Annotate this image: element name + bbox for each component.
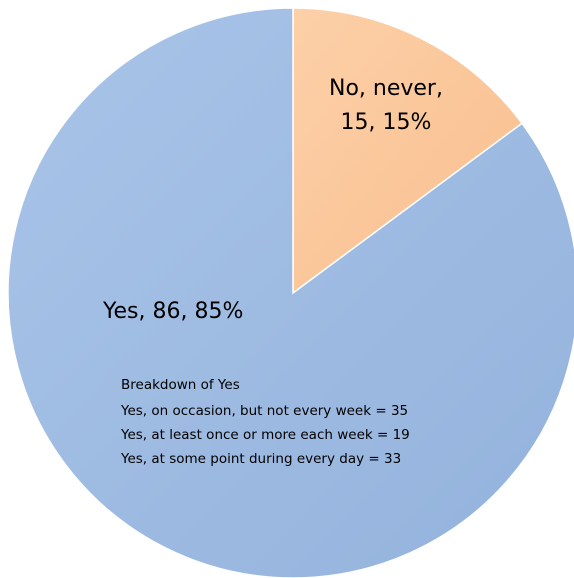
slice-label-no-line2: 15, 15% bbox=[341, 110, 432, 135]
pie-slices bbox=[7, 7, 574, 578]
slice-label-no-line1: No, never, bbox=[329, 76, 443, 101]
annotation-breakdown: Breakdown of Yes Yes, on occasion, but n… bbox=[120, 377, 410, 467]
pie-slice-no-never bbox=[292, 7, 524, 295]
annotation-title: Breakdown of Yes bbox=[121, 377, 240, 393]
pie-slice-yes bbox=[7, 7, 574, 578]
annotation-line: Yes, at least once or more each week = 1… bbox=[120, 427, 410, 443]
slice-label-yes: Yes, 86, 85% bbox=[102, 299, 243, 324]
annotation-line: Yes, on occasion, but not every week = 3… bbox=[120, 403, 408, 419]
annotation-line: Yes, at some point during every day = 33 bbox=[120, 451, 401, 467]
